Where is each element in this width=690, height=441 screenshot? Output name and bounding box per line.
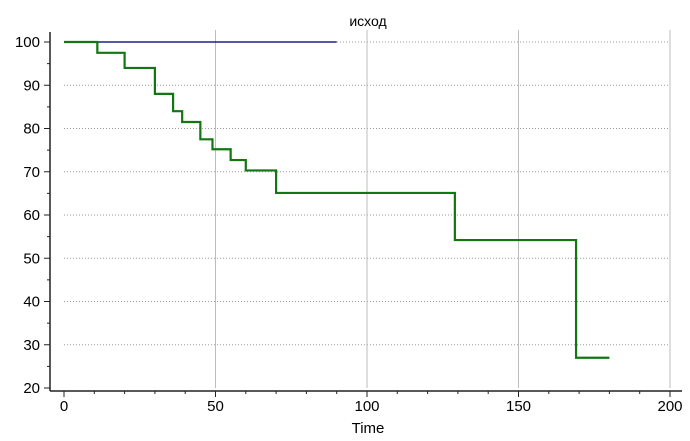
x-tick-label: 0 [60,398,68,415]
series-line-2 [64,40,610,359]
x-axis-ticks: 0 50 100 150 200 [60,391,683,415]
y-tick-label: 100 [15,34,40,51]
x-tick-label: 100 [354,398,379,415]
y-tick-label: 30 [23,337,40,354]
axes [49,32,682,392]
y-tick-label: 50 [23,250,40,267]
x-tick-label: 150 [506,398,531,415]
y-tick-label: 80 [23,121,40,138]
y-tick-label: 40 [23,294,40,311]
y-tick-label: 20 [23,380,40,397]
y-axis-ticks: 20 30 40 50 60 70 80 90 100 [15,34,50,397]
x-tick-label: 200 [657,398,682,415]
x-axis-label: Time [352,420,385,436]
y-tick-label: 60 [23,207,40,224]
series-group [64,40,610,359]
y-tick-label: 70 [23,164,40,181]
x-tick-label: 50 [207,398,224,415]
grid-lines [64,30,671,388]
chart-title: исход [349,13,386,29]
y-tick-label: 90 [23,77,40,94]
